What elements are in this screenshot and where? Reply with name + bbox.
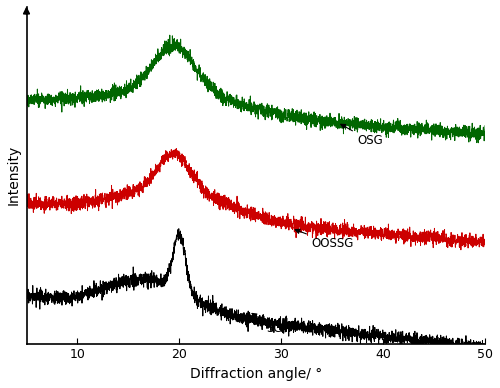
Text: OSG: OSG [341, 124, 384, 147]
Text: SG: SG [252, 314, 282, 334]
Text: OOSSG: OOSSG [295, 229, 354, 250]
X-axis label: Diffraction angle/ °: Diffraction angle/ ° [190, 367, 322, 381]
Y-axis label: Intensity: Intensity [7, 145, 21, 205]
